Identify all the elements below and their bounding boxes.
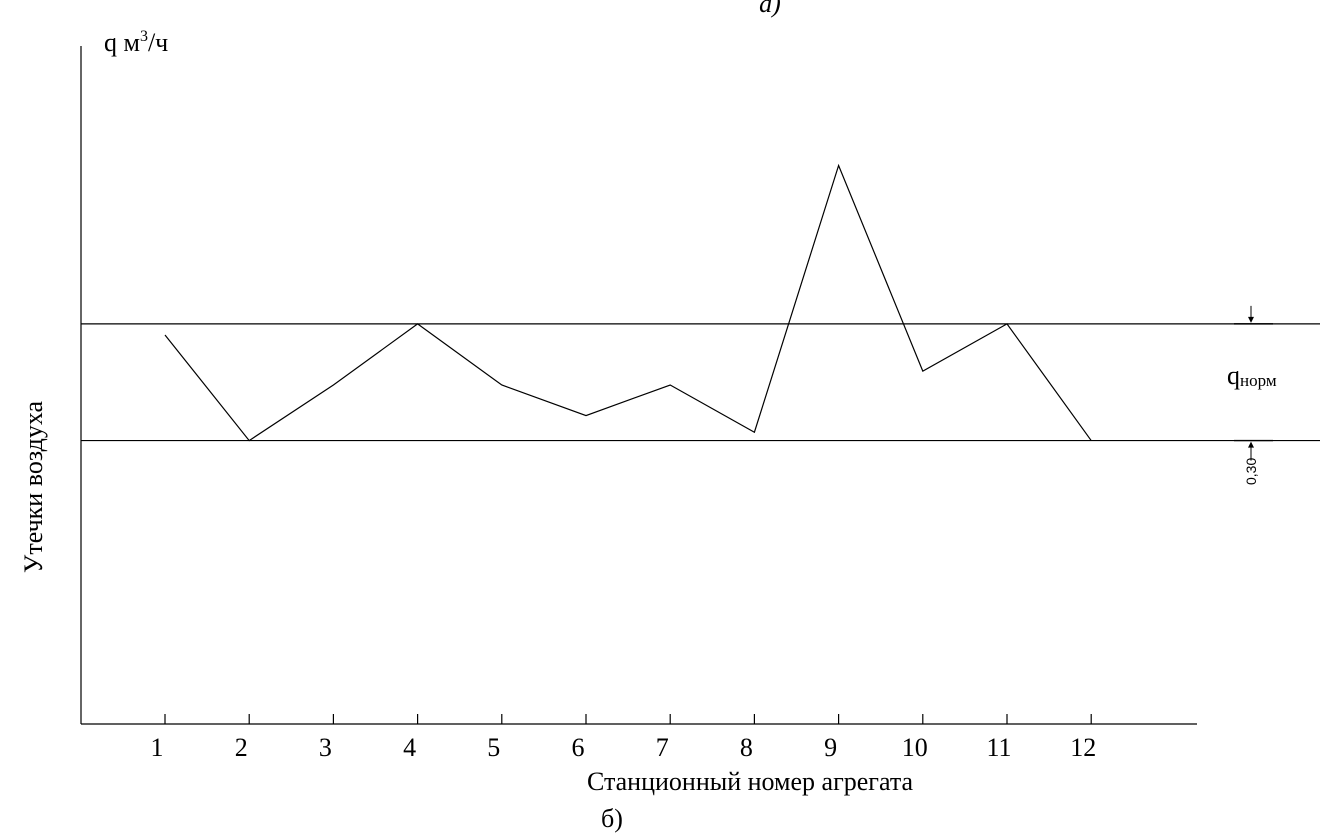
x-tick-label-2: 2 xyxy=(235,733,248,762)
band-label: qнорм xyxy=(1227,361,1277,390)
y-unit-main: q м xyxy=(104,28,140,57)
x-tick-label-11: 11 xyxy=(986,733,1011,762)
y-axis-title: Утечки воздуха xyxy=(19,400,48,573)
y-unit-label: q м3/ч xyxy=(104,28,168,57)
y-unit-superscript: 3 xyxy=(140,28,148,45)
x-tick-label-7: 7 xyxy=(656,733,669,762)
x-tick-label-9: 9 xyxy=(824,733,837,762)
x-tick-label-6: 6 xyxy=(572,733,585,762)
x-tick-labels: 1 2 3 4 5 6 7 8 9 10 11 12 xyxy=(151,733,1097,762)
x-ticks xyxy=(164,714,1092,724)
x-tick-label-8: 8 xyxy=(740,733,753,762)
x-tick-label-4: 4 xyxy=(403,733,416,762)
dimension-arrow-lower-head xyxy=(1248,441,1254,448)
band-label-sub: норм xyxy=(1240,371,1277,390)
x-tick-label-10: 10 xyxy=(902,733,928,762)
bottom-label: б) xyxy=(601,804,623,833)
series-line xyxy=(164,163,1092,442)
band-label-main: q xyxy=(1227,361,1240,390)
dimension-markers xyxy=(1234,305,1273,461)
top-label: а) xyxy=(759,0,781,18)
x-axis-title: Станционный номер агрегата xyxy=(587,767,914,796)
band-value-label: 0,30 xyxy=(1243,458,1259,485)
y-unit-suffix: /ч xyxy=(148,28,168,57)
x-tick-label-1: 1 xyxy=(151,733,164,762)
dimension-arrow-upper-head xyxy=(1248,316,1254,323)
x-tick-label-12: 12 xyxy=(1070,733,1096,762)
x-tick-label-5: 5 xyxy=(487,733,500,762)
x-tick-label-3: 3 xyxy=(319,733,332,762)
